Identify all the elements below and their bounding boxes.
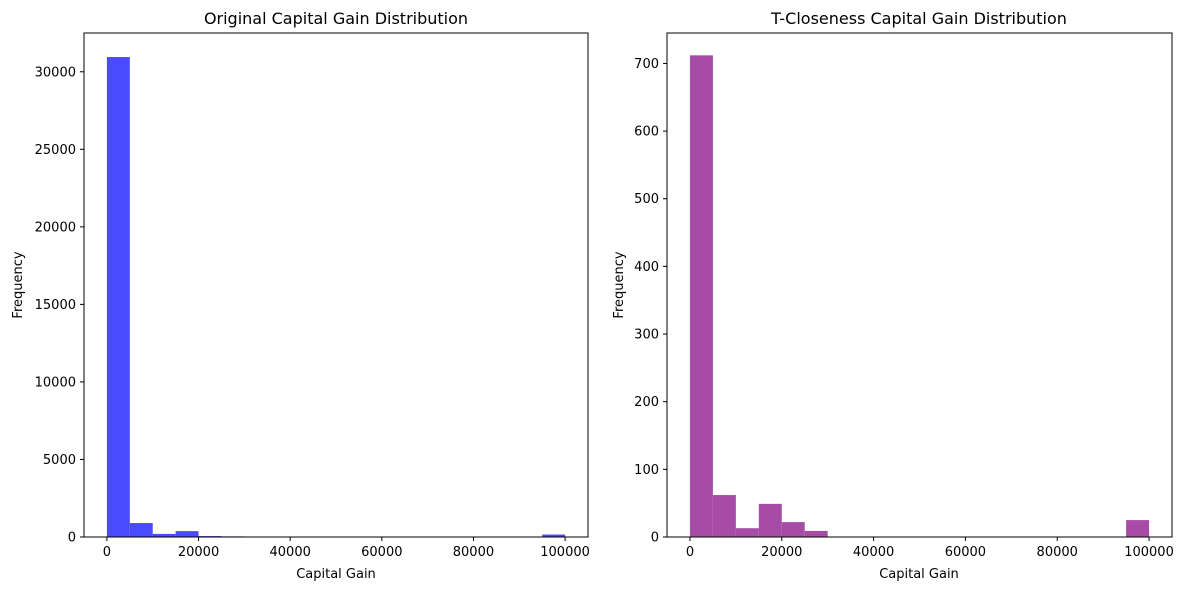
left-chart-x-tick-label: 80000 <box>453 545 494 560</box>
left-chart-y-axis-label: Frequency <box>11 251 26 318</box>
right-chart-x-tick-label: 40000 <box>853 545 894 560</box>
right-chart-x-tick-label: 80000 <box>1037 545 1078 560</box>
left-chart-y-tick-label: 5000 <box>43 453 76 468</box>
right-chart-y-tick-label: 100 <box>634 463 659 478</box>
right-chart-y-axis-label: Frequency <box>612 251 627 318</box>
left-chart-bar <box>152 533 176 537</box>
left-chart-y-tick-label: 10000 <box>35 375 76 390</box>
left-chart-x-tick-label: 40000 <box>270 545 311 560</box>
right-chart-y-tick-label: 600 <box>634 125 659 140</box>
right-chart-bar <box>781 522 805 537</box>
right-chart-frame <box>666 32 1173 538</box>
right-chart-x-tick-label: 20000 <box>761 545 802 560</box>
right-chart-x-axis-label: Capital Gain <box>879 567 959 582</box>
right-chart-bar <box>735 528 759 537</box>
right-chart-bar <box>1126 520 1150 537</box>
right-chart-bar <box>758 503 782 537</box>
left-chart-bar <box>542 534 566 537</box>
left-chart-x-ticks: 0 20000 40000 60000 80000 100000 <box>103 537 590 560</box>
right-chart-y-tick-label: 500 <box>634 192 659 207</box>
left-chart-bar <box>106 57 130 537</box>
right-chart-x-tick-label: 100000 <box>1124 545 1174 560</box>
right-chart-panel: T-Closeness Capital Gain Distribution 0 2… <box>612 9 1174 582</box>
left-chart-y-tick-label: 15000 <box>35 298 76 313</box>
left-chart-bar <box>129 523 153 537</box>
left-chart-x-tick-label: 60000 <box>361 545 402 560</box>
left-chart-y-tick-label: 20000 <box>35 220 76 235</box>
left-chart-x-tick-label: 20000 <box>178 545 219 560</box>
right-chart-title: T-Closeness Capital Gain Distribution <box>770 9 1067 28</box>
left-chart-x-tick-label: 0 <box>103 545 111 560</box>
right-chart-bar <box>689 55 713 538</box>
left-chart-y-tick-label: 0 <box>68 531 76 546</box>
left-chart-bars <box>106 57 566 537</box>
right-chart-bars <box>689 55 1150 538</box>
right-chart-y-tick-label: 700 <box>634 57 659 72</box>
right-chart-x-tick-label: 60000 <box>945 545 986 560</box>
left-chart-x-tick-label: 100000 <box>540 545 590 560</box>
right-chart-y-ticks: 0 100 200 300 400 500 600 700 <box>634 57 667 546</box>
left-chart-title: Original Capital Gain Distribution <box>204 9 468 28</box>
left-chart-y-tick-label: 30000 <box>35 65 76 80</box>
right-chart-bar <box>712 495 736 537</box>
right-chart-y-tick-label: 400 <box>634 260 659 275</box>
right-chart-y-tick-label: 300 <box>634 328 659 343</box>
left-chart-y-tick-label: 25000 <box>35 143 76 158</box>
right-chart-y-tick-label: 200 <box>634 395 659 410</box>
left-chart-panel: Original Capital Gain Distribution 0 2000… <box>11 9 590 582</box>
right-chart-x-ticks: 0 20000 40000 60000 80000 100000 <box>686 537 1174 560</box>
right-chart-y-tick-label: 0 <box>651 531 659 546</box>
right-chart-x-tick-label: 0 <box>686 545 694 560</box>
left-chart-y-ticks: 0 5000 10000 15000 20000 25000 30000 <box>35 65 84 546</box>
left-chart-frame <box>83 32 589 538</box>
left-chart-x-axis-label: Capital Gain <box>296 567 376 582</box>
right-chart-bar <box>804 530 828 537</box>
left-chart-bar <box>175 531 199 537</box>
